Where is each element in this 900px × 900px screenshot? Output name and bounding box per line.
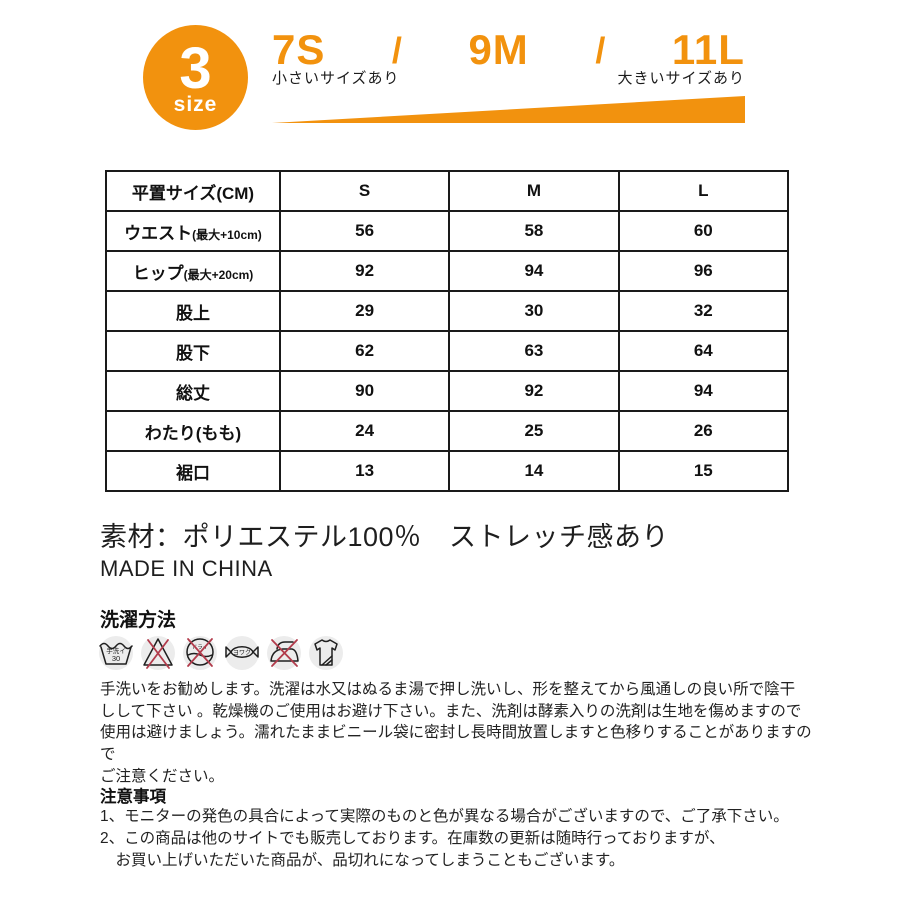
table-row: 裾口 13 14 15: [105, 450, 790, 492]
col-header-l: L: [617, 170, 790, 212]
dry-in-shade-icon: [309, 636, 343, 670]
svg-text:ヨワク: ヨワク: [233, 650, 251, 657]
row-label: 股下: [175, 343, 210, 363]
row-label-note: (最大+20cm): [183, 267, 254, 282]
table-row: わたり(もも) 24 25 26: [105, 410, 790, 452]
table-row: 股上 29 30 32: [105, 290, 790, 332]
svg-text:30: 30: [112, 654, 120, 663]
do-not-dry-clean-icon: ドライ: [183, 636, 217, 670]
cell-value: 62: [278, 330, 451, 372]
size-separator: /: [391, 30, 402, 71]
cell-value: 90: [278, 370, 451, 412]
table-row: 総丈 90 92 94: [105, 370, 790, 412]
col-header-m: M: [448, 170, 620, 212]
cell-value: 32: [617, 290, 790, 332]
col-header-s: S: [278, 170, 451, 212]
cell-value: 58: [448, 210, 620, 252]
cell-value: 64: [617, 330, 790, 372]
size-name-7s: 7S: [272, 26, 326, 73]
cell-value: 60: [617, 210, 790, 252]
cell-value: 92: [448, 370, 620, 412]
cell-value: 14: [448, 450, 620, 492]
size-name-9m: 9M: [468, 26, 529, 73]
large-size-note: 大きいサイズあり: [617, 70, 745, 87]
note-item-2: 2、この商品は他のサイトでも販売しております。在庫数の更新は随時行っておりますが…: [100, 830, 725, 869]
cell-value: 56: [278, 210, 451, 252]
cell-value: 13: [278, 450, 451, 492]
size-names-row: 7S / 9M / 11L: [272, 28, 745, 74]
country-of-origin: MADE IN CHINA: [100, 556, 273, 581]
svg-text:ドライ: ドライ: [192, 644, 209, 651]
size-table: 平置サイズ(CM) S M L ウエスト(最大+10cm) 56 58 60 ヒ…: [105, 170, 790, 492]
size-count-badge: 3 size: [143, 25, 248, 130]
cell-value: 24: [278, 410, 451, 452]
row-label: ヒップ: [132, 263, 184, 283]
notes-list: 1、モニターの発色の具合によって実際のものと色が異なる場合がございますので、ご了…: [100, 806, 830, 872]
do-not-bleach-icon: [141, 636, 175, 670]
wring-weakly-icon: ヨワク: [225, 636, 259, 670]
row-label: 総丈: [175, 383, 210, 403]
size-gradient-wedge: [272, 96, 745, 123]
hand-wash-30-icon: 手洗イ 30: [99, 636, 133, 670]
notes-section-title: 注意事項: [100, 788, 166, 806]
cell-value: 29: [278, 290, 451, 332]
col-header-measure: 平置サイズ(CM): [105, 170, 281, 212]
cell-value: 15: [617, 450, 790, 492]
cell-value: 30: [448, 290, 620, 332]
size-separator: /: [595, 30, 606, 71]
small-size-note: 小さいサイズあり: [272, 70, 400, 87]
care-instructions: 手洗いをお勧めします。洗濯は水又はぬるま湯で押し洗いし、形を整えてから風通しの良…: [100, 681, 812, 785]
cell-value: 92: [278, 250, 451, 292]
cell-value: 26: [617, 410, 790, 452]
do-not-iron-icon: [267, 636, 301, 670]
row-label: 裾口: [175, 463, 210, 483]
table-row: 股下 62 63 64: [105, 330, 790, 372]
cell-value: 94: [448, 250, 620, 292]
cell-value: 25: [448, 410, 620, 452]
row-label: ウエスト: [124, 223, 193, 243]
row-label-note: (最大+10cm): [192, 227, 262, 242]
svg-text:手洗イ: 手洗イ: [106, 646, 126, 655]
badge-size-label: size: [173, 92, 218, 116]
row-label: 股上: [175, 303, 210, 323]
cell-value: 96: [617, 250, 790, 292]
cell-value: 63: [448, 330, 620, 372]
material-text: 素材：ポリエステル100％ ストレッチ感あり: [100, 522, 670, 552]
table-row: ウエスト(最大+10cm) 56 58 60: [105, 210, 790, 252]
row-label: わたり(もも): [144, 423, 242, 443]
badge-number: 3: [179, 35, 212, 101]
laundry-care-icons: 手洗イ 30 ドライ ヨワク: [96, 631, 346, 673]
size-table-header-row: 平置サイズ(CM) S M L: [105, 170, 790, 212]
size-name-11l: 11L: [671, 26, 745, 73]
table-row: ヒップ(最大+20cm) 92 94 96: [105, 250, 790, 292]
note-item-1: 1、モニターの発色の具合によって実際のものと色が異なる場合がございますので、ご了…: [100, 808, 789, 825]
cell-value: 94: [617, 370, 790, 412]
washing-section-title: 洗濯方法: [100, 610, 177, 631]
